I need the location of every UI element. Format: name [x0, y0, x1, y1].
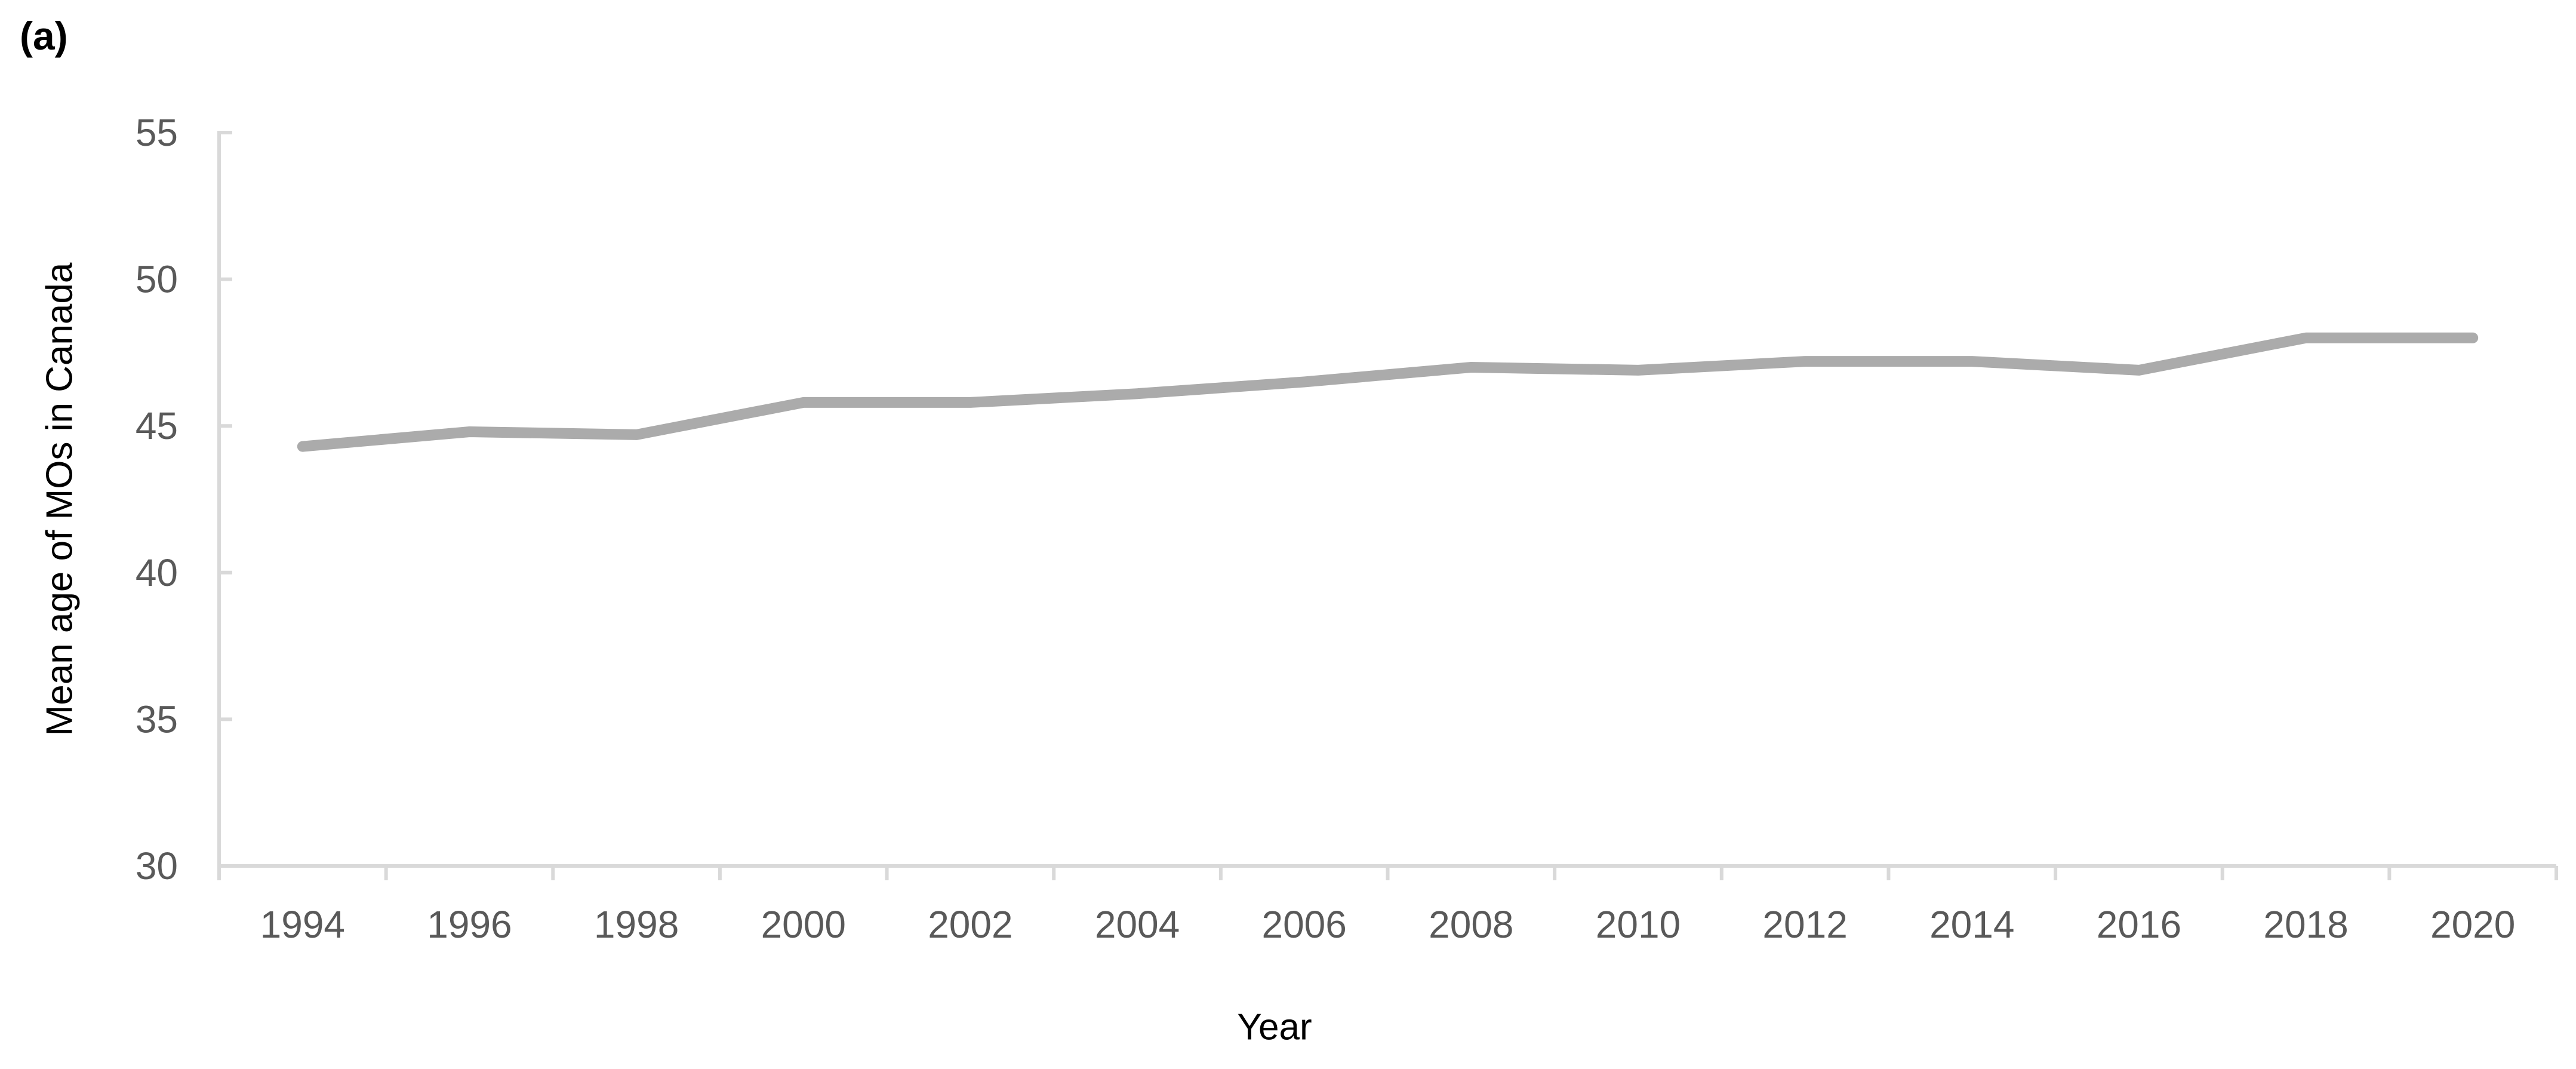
x-tick-label: 1998 — [594, 903, 679, 946]
x-tick-label: 2010 — [1596, 903, 1681, 946]
panel-label: (a) — [20, 14, 68, 58]
x-tick-label: 2000 — [761, 903, 846, 946]
x-axis-title: Year — [1237, 1006, 1312, 1048]
x-tick-label: 2020 — [2430, 903, 2515, 946]
y-tick-label: 55 — [136, 111, 178, 154]
y-tick-label: 50 — [136, 258, 178, 301]
x-tick-label: 1996 — [427, 903, 512, 946]
x-tick-label: 2004 — [1095, 903, 1180, 946]
x-tick-label: 2002 — [928, 903, 1012, 946]
y-tick-label: 30 — [136, 844, 178, 887]
x-tick-label: 2014 — [1929, 903, 2014, 946]
x-tick-label: 2018 — [2263, 903, 2348, 946]
x-tick-label: 2016 — [2097, 903, 2181, 946]
x-tick-label: 1994 — [260, 903, 345, 946]
y-tick-label: 35 — [136, 698, 178, 741]
y-axis-title: Mean age of MOs in Canada — [39, 262, 81, 736]
x-tick-label: 2012 — [1762, 903, 1847, 946]
x-tick-label: 2006 — [1261, 903, 1346, 946]
x-tick-label: 2008 — [1429, 903, 1513, 946]
series-line-mean-age — [297, 332, 2479, 452]
y-tick-label: 45 — [136, 404, 178, 447]
y-tick-label: 40 — [136, 551, 178, 594]
